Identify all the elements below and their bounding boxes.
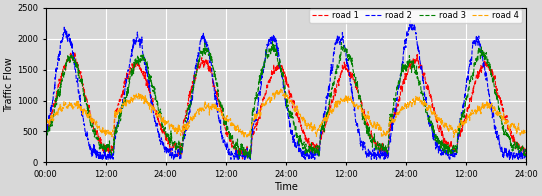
Y-axis label: Traffic Flow: Traffic Flow [4,58,14,113]
Line: road 2: road 2 [46,21,526,159]
road 2 [42,137,49,139]
road 1 [262,93,268,95]
road 4 [42,124,49,126]
road 2 [522,156,529,159]
road 1 [522,152,529,155]
road 3 [522,147,529,149]
road 2 [262,61,268,64]
road 3 [313,145,319,147]
road 3 [42,138,49,140]
road 4 [465,115,472,117]
road 3 [465,90,472,93]
road 3 [262,62,268,64]
road 4 [522,132,529,134]
road 3 [403,71,410,73]
road 3 [269,40,276,43]
road 1 [522,152,529,154]
X-axis label: Time: Time [274,182,298,192]
Line: road 4: road 4 [46,89,526,138]
road 4 [244,136,250,139]
road 2 [407,19,414,22]
road 4 [403,107,410,110]
Legend: road 1, road 2, road 3, road 4: road 1, road 2, road 3, road 4 [309,9,522,23]
road 2 [479,53,485,55]
road 1 [72,51,78,53]
road 1 [479,70,485,72]
road 4 [522,131,529,134]
Line: road 3: road 3 [46,41,526,158]
road 3 [522,149,529,151]
road 4 [278,88,284,90]
road 2 [96,158,103,161]
road 2 [465,80,472,82]
road 4 [313,133,319,136]
road 2 [312,153,319,155]
road 1 [465,107,472,109]
road 1 [403,71,410,74]
road 2 [522,158,529,161]
road 1 [313,145,319,147]
road 2 [403,39,410,42]
road 4 [479,106,485,109]
road 3 [236,157,243,159]
road 1 [239,158,246,160]
Line: road 1: road 1 [46,52,526,159]
road 1 [42,134,49,137]
road 3 [479,52,485,54]
road 4 [262,102,268,104]
